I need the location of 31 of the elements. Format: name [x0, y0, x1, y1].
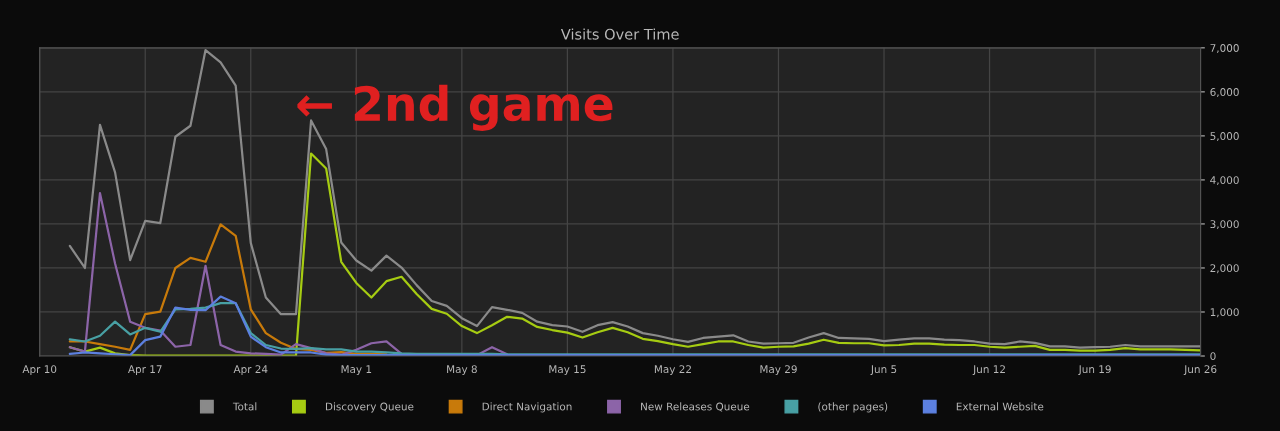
x-tick-label: May 29: [760, 365, 797, 376]
line-series: [68, 223, 388, 356]
x-tick-label: Jun 19: [1078, 365, 1111, 376]
legend-label: Total: [232, 402, 257, 411]
line-series: [68, 192, 509, 357]
y-tick-label: 7,000: [1210, 44, 1239, 54]
y-tick-label: 1,000: [1210, 308, 1239, 318]
legend-label: (other pages): [818, 402, 888, 413]
y-tick-label: 2,000: [1210, 264, 1239, 274]
x-tick-label: Apr 17: [128, 365, 162, 376]
y-tick-label: 6,000: [1210, 88, 1239, 98]
x-tick-label: Apr 10: [22, 365, 57, 376]
x-tick-label: Jun 26: [1183, 365, 1217, 376]
legend-label: Direct Navigation: [482, 402, 572, 413]
y-tick-label: 0: [1210, 352, 1216, 361]
y-tick-label: 4,000: [1210, 176, 1239, 186]
legend-label: New Releases Queue: [641, 402, 750, 412]
y-tick-label: 5,000: [1210, 132, 1239, 142]
annotation: ← 2nd game: [297, 84, 613, 131]
line-series: [68, 48, 1201, 349]
x-tick-label: Jun 12: [972, 365, 1005, 376]
x-tick-label: Jun 5: [870, 365, 897, 376]
legend-label: External Website: [956, 402, 1044, 411]
x-tick-label: May 1: [341, 365, 372, 376]
x-tick-label: May 22: [654, 365, 691, 376]
chart-title: Visits Over Time: [560, 28, 679, 40]
y-tick-label: 3,000: [1210, 220, 1239, 230]
x-tick-label: May 15: [549, 365, 586, 376]
legend-label: Discovery Queue: [325, 402, 414, 413]
x-tick-label: May 8: [447, 365, 477, 376]
x-tick-label: Apr 24: [233, 365, 268, 376]
